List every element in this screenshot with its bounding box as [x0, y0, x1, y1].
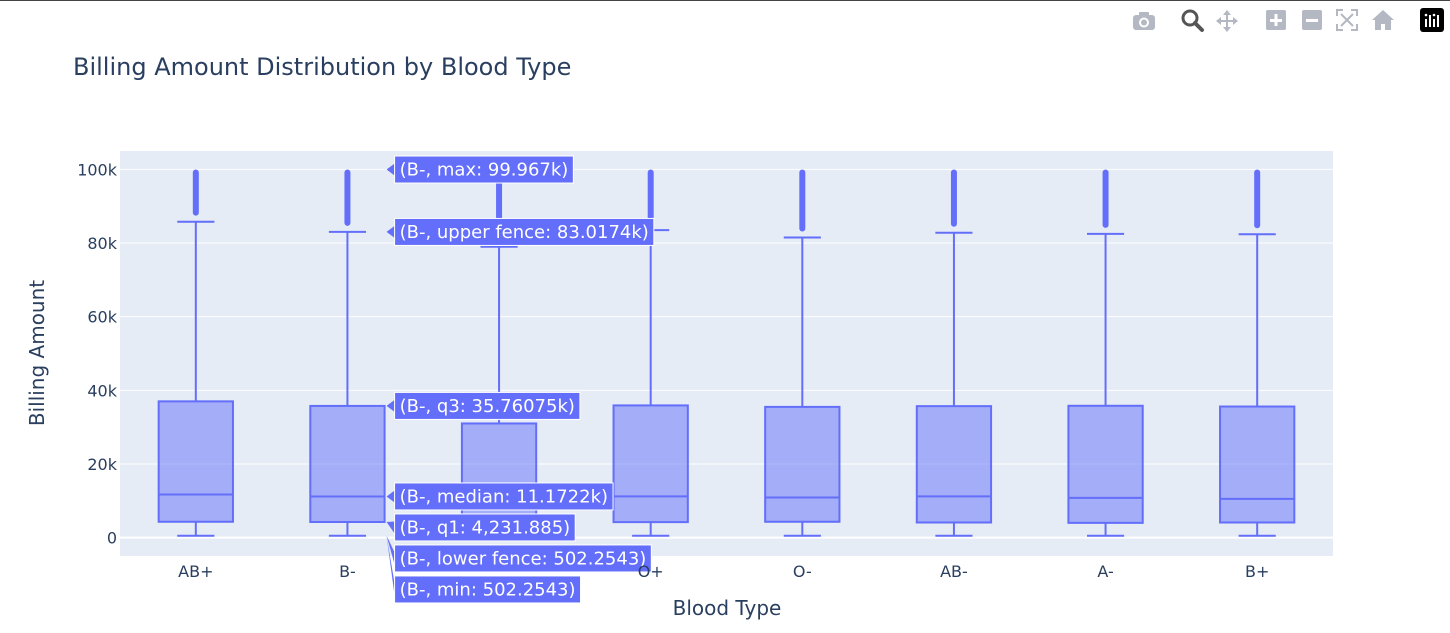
- y-tick-label: 60k: [87, 308, 117, 327]
- x-axis-title: Blood Type: [673, 596, 782, 620]
- pan-icon[interactable]: [1216, 10, 1238, 32]
- x-tick-label: B-: [339, 562, 356, 581]
- x-tick-label: O-: [793, 562, 812, 581]
- hover-text: (B-, upper fence: 83.0174k): [400, 222, 649, 243]
- modebar: [1130, 6, 1450, 34]
- iqr-box: [764, 405, 841, 523]
- hover-pointer: [386, 521, 395, 534]
- hover-text: (B-, q3: 35.76075k): [400, 396, 575, 417]
- hover-text: (B-, max: 99.967k): [400, 160, 569, 181]
- hover-box: [394, 155, 574, 184]
- zoom-icon[interactable]: [1181, 9, 1204, 32]
- iqr-box: [915, 405, 993, 524]
- camera-icon[interactable]: [1133, 12, 1155, 30]
- autoscale-icon[interactable]: [1336, 9, 1358, 31]
- hover-pointer: [386, 225, 395, 238]
- y-tick-label: 40k: [87, 381, 117, 400]
- x-ticks: AB+ B- O+ O- AB- A- B+: [178, 562, 1269, 581]
- box-b-pos: [1219, 169, 1296, 537]
- hover-box: [394, 575, 582, 604]
- plotly-logo-icon[interactable]: [1420, 8, 1444, 32]
- hover-label: (B-, q1: 4,231.885): [386, 513, 576, 542]
- hover-text: (B-, min: 502.2543): [400, 579, 576, 600]
- hover-pointer: [386, 535, 395, 565]
- box-b-neg: [309, 169, 386, 537]
- chart-title: Billing Amount Distribution by Blood Typ…: [73, 53, 571, 81]
- outlier-points: [192, 169, 199, 216]
- x-tick-label: A-: [1097, 562, 1113, 581]
- hover-box: [394, 217, 655, 246]
- box-ab-neg: [915, 169, 993, 537]
- hover-box: [394, 544, 652, 573]
- plot-area: (B-, max: 99.967k) (B-, upper fence: 83.0…: [120, 151, 1333, 604]
- outlier-points: [1254, 169, 1261, 229]
- x-tick-label: B+: [1245, 562, 1269, 581]
- outlier-points: [799, 169, 806, 232]
- y-tick-label: 80k: [87, 234, 117, 253]
- box-a-neg: [1067, 169, 1144, 537]
- outlier-points: [950, 169, 957, 227]
- hover-box: [394, 482, 614, 511]
- iqr-box: [1067, 404, 1144, 524]
- hover-label: (B-, min: 502.2543): [386, 535, 582, 604]
- iqr-box: [612, 404, 689, 524]
- y-axis-title: Billing Amount: [25, 280, 49, 426]
- hover-pointer: [386, 163, 395, 176]
- outlier-points: [344, 169, 351, 226]
- y-tick-label: 20k: [87, 455, 117, 474]
- hover-label: (B-, max: 99.967k): [386, 155, 574, 184]
- hover-pointer: [386, 490, 395, 503]
- x-tick-label: O+: [638, 562, 664, 581]
- iqr-box: [1219, 405, 1296, 524]
- x-tick-label: AB-: [940, 562, 968, 581]
- box-ab-pos: [157, 169, 234, 537]
- outlier-points: [1102, 169, 1109, 228]
- hover-label: (B-, median: 11.1722k): [386, 482, 614, 511]
- hover-text: (B-, q1: 4,231.885): [400, 517, 571, 538]
- hover-text: (B-, median: 11.1722k): [400, 486, 608, 507]
- hover-labels: (B-, max: 99.967k) (B-, upper fence: 83.0…: [386, 155, 655, 604]
- reset-axes-icon[interactable]: [1372, 10, 1394, 30]
- hover-pointer: [386, 399, 395, 412]
- box-o-neg: [764, 169, 841, 537]
- hover-pointer: [386, 535, 395, 596]
- box-series: [157, 169, 1296, 537]
- iqr-box: [157, 400, 234, 523]
- outlier-points: [647, 169, 654, 225]
- zoom-in-icon[interactable]: [1266, 10, 1286, 30]
- y-tick-label: 0: [107, 529, 117, 548]
- box-o-pos: [612, 169, 689, 537]
- top-border: [0, 0, 1450, 1]
- hover-label: (B-, upper fence: 83.0174k): [386, 217, 655, 246]
- hover-text: (B-, lower fence: 502.2543): [400, 548, 647, 569]
- hover-label: (B-, lower fence: 502.2543): [386, 535, 652, 573]
- iqr-box: [309, 404, 386, 524]
- y-tick-label: 100k: [77, 160, 118, 179]
- plot-background: [120, 151, 1333, 556]
- zoom-out-icon[interactable]: [1302, 10, 1322, 30]
- x-tick-label: AB+: [178, 562, 213, 581]
- y-ticks: 0 20k 40k 60k 80k 100k: [77, 160, 118, 547]
- hover-box: [394, 391, 581, 420]
- hover-label: (B-, q3: 35.76075k): [386, 391, 581, 420]
- hover-box: [394, 513, 576, 542]
